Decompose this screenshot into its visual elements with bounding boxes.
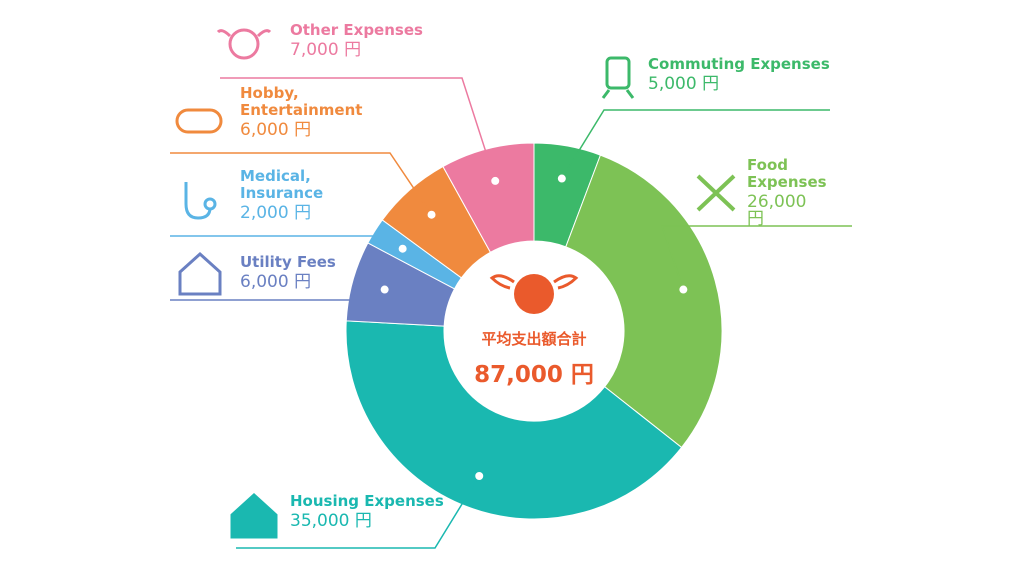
leader-line (236, 475, 480, 549)
category-name: Commuting Expenses (648, 55, 830, 73)
leader-line (660, 225, 852, 290)
moneybag-icon (228, 28, 260, 60)
leader-dot (555, 172, 568, 185)
segment-label: Utility Fees 6,000 円 (240, 254, 336, 291)
leader-line (170, 152, 433, 216)
value-label: 26,000 円 (747, 192, 807, 229)
stethoscope-head (203, 197, 217, 211)
category-name: Medical, Insurance (240, 167, 324, 202)
segment-label: Other Expenses 7,000 円 (290, 22, 423, 59)
segment-label: Commuting Expenses 5,000 円 (648, 56, 830, 93)
leader-dot (489, 174, 502, 187)
house-icon (230, 492, 278, 539)
leader-dot (677, 283, 690, 296)
donut-hole (444, 241, 624, 421)
leader-dot (425, 208, 438, 221)
train-icon-legs (601, 89, 635, 99)
gamepad-icon (175, 108, 223, 134)
leader-line (561, 109, 830, 179)
stethoscope-icon (184, 182, 212, 220)
leaders (170, 77, 852, 549)
leader-line (170, 288, 386, 301)
category-name: Hobby, Entertainment (240, 84, 363, 119)
train-icon (605, 56, 631, 90)
leader-dot (378, 283, 391, 296)
category-name: Other Expenses (290, 21, 423, 39)
value-label: 5,000 円 (648, 74, 720, 94)
center-total: 平均支出額合計 87,000 円 (454, 328, 614, 389)
center-icon-wings (489, 274, 579, 290)
center-title: 平均支出額合計 (481, 330, 587, 348)
moneybag-wings (216, 29, 272, 38)
value-label: 2,000 円 (240, 203, 312, 223)
segment-label: Medical, Insurance 2,000 円 (240, 168, 370, 222)
category-name: Housing Expenses (290, 492, 444, 510)
segment-label: Housing Expenses 35,000 円 (290, 493, 444, 530)
segments (345, 142, 723, 520)
icons (175, 28, 736, 539)
value-label: 6,000 円 (240, 272, 312, 292)
category-name: Utility Fees (240, 253, 336, 271)
food-icon (696, 174, 736, 212)
center-icon (514, 274, 554, 314)
utility-icon (178, 251, 222, 296)
value-label: 7,000 円 (290, 40, 362, 60)
center-total-value: 87,000 円 (474, 362, 594, 388)
leader-dot (396, 242, 409, 255)
value-label: 35,000 円 (290, 511, 372, 531)
leader-line (170, 235, 404, 250)
leader-line (220, 77, 496, 182)
segment-label: Food Expenses 26,000 円 (747, 157, 827, 228)
category-name: Food Expenses (747, 156, 827, 191)
segment-label: Hobby, Entertainment 6,000 円 (240, 85, 370, 139)
value-label: 6,000 円 (240, 120, 312, 140)
leader-dot (473, 470, 486, 483)
